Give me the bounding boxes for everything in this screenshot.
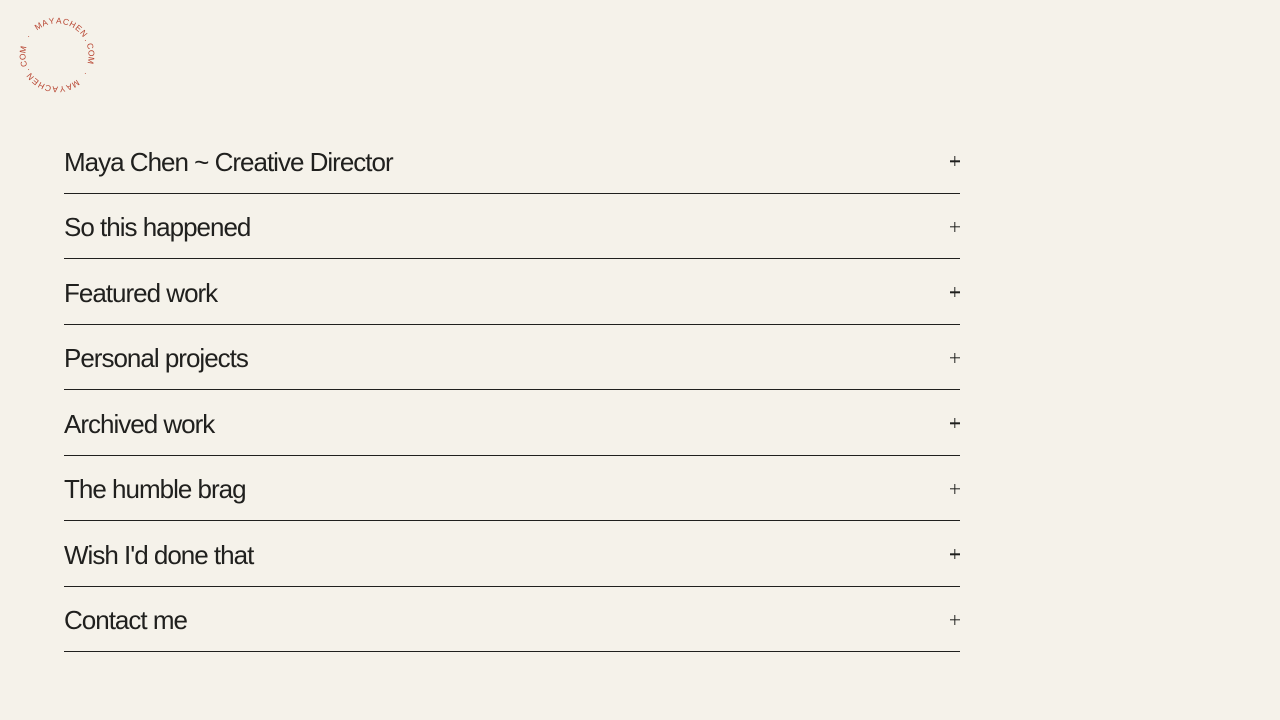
svg-text:M: M [85, 56, 96, 66]
svg-text:M: M [17, 44, 28, 54]
svg-text:·: · [23, 31, 34, 40]
svg-text:·: · [80, 70, 91, 79]
